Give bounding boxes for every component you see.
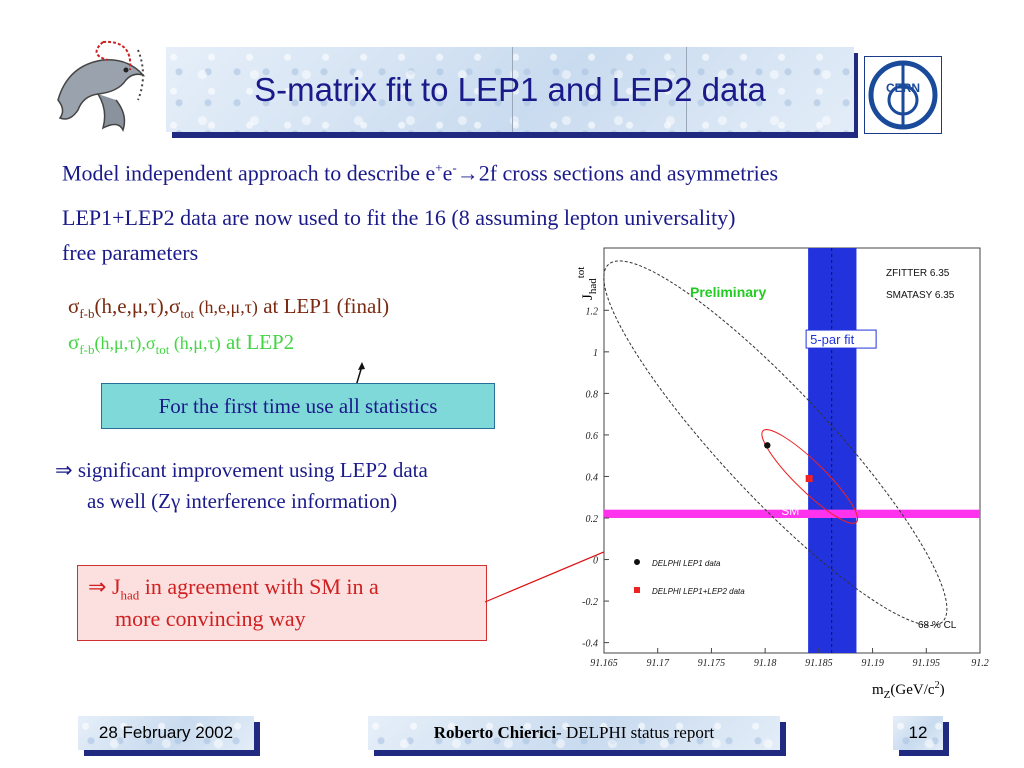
contour-lep1 xyxy=(603,260,948,627)
x-tick-label: 91.185 xyxy=(805,658,833,669)
band-5par-label: 5-par fit xyxy=(810,332,854,347)
lep2-line: σf-b(h,μ,τ),σtot (h,μ,τ) at LEP2 xyxy=(68,330,295,358)
y-axis-label: Jhadtot xyxy=(575,267,599,300)
contour-lep1-lep2 xyxy=(761,429,859,524)
legend-label-lep2: DELPHI LEP1+LEP2 data xyxy=(652,587,745,596)
title-bar: S-matrix fit to LEP1 and LEP2 data xyxy=(166,47,854,132)
y-tick-label: 1.2 xyxy=(586,306,599,317)
band-5par-label-bg xyxy=(805,329,877,349)
band-sm-label: SM xyxy=(781,504,799,518)
pointer-arrow xyxy=(355,362,365,387)
intro-line-2: LEP1+LEP2 data are now used to fit the 1… xyxy=(62,205,736,230)
y-tick-label: 0.4 xyxy=(586,472,599,483)
x-tick-label: 91.2 xyxy=(971,658,989,669)
legend-marker-lep1 xyxy=(634,559,640,565)
sm-agreement-box: ⇒ Jhad in agreement with SM in a more co… xyxy=(77,565,487,641)
point-lep1 xyxy=(764,442,771,449)
x-tick-label: 91.175 xyxy=(698,658,726,669)
x-tick-label: 91.17 xyxy=(646,658,670,669)
annotation-cl: 68 % CL xyxy=(918,620,957,631)
intro-line-3: free parameters xyxy=(62,240,199,265)
cern-logo-text: CERN xyxy=(886,81,920,95)
cern-logo-frame: CERN xyxy=(858,50,948,140)
y-tick-label: 0.2 xyxy=(586,514,599,525)
x-tick-label: 91.165 xyxy=(590,658,618,669)
legend-label-lep1: DELPHI LEP1 data xyxy=(652,559,721,568)
x-tick-label: 91.18 xyxy=(754,658,777,669)
y-tick-label: 0.8 xyxy=(586,389,599,400)
y-tick-label: 1 xyxy=(593,348,598,359)
plot-frame xyxy=(603,247,981,654)
cern-logo: CERN xyxy=(864,56,942,134)
band-5par-fit xyxy=(808,248,857,653)
statistics-note-box: For the first time use all statistics xyxy=(101,383,495,429)
x-tick-label: 91.19 xyxy=(861,658,884,669)
x-axis-label: mZ(GeV/c2) xyxy=(872,680,945,701)
point-lep1-lep2 xyxy=(805,475,813,483)
page-number: 12 xyxy=(893,716,943,750)
jhad-mz-chart: 5-par fit SM -0.4 -0.2 0 0.2 0.4 0.6 0.8 1 1.2 91.1… xyxy=(575,247,989,701)
annotation-smatasy: SMATASY 6.35 xyxy=(886,290,955,301)
y-tick-label: 0 xyxy=(593,556,598,567)
y-tick-label: -0.4 xyxy=(582,639,598,650)
band-sm xyxy=(604,509,980,518)
x-tick-label: 91.195 xyxy=(913,658,941,669)
lep1-line: σf-b(h,e,μ,τ),σtot (h,e,μ,τ) at LEP1 (fi… xyxy=(68,294,390,322)
annotation-zfitter: ZFITTER 6.35 xyxy=(886,268,950,279)
y-tick-label: 0.6 xyxy=(586,431,599,442)
footer-date: 28 February 2002 xyxy=(78,716,254,750)
intro-line-1: Model independent approach to describe e… xyxy=(62,160,779,186)
annotation-preliminary: Preliminary xyxy=(690,284,766,300)
y-tick-label: -0.2 xyxy=(582,597,598,608)
page-title: S-matrix fit to LEP1 and LEP2 data xyxy=(254,70,766,108)
delphi-logo xyxy=(57,40,146,132)
improvement-note: ⇒ significant improvement using LEP2 dat… xyxy=(55,458,428,513)
legend-marker-lep2 xyxy=(634,587,640,593)
footer-title: Roberto Chierici - DELPHI status report xyxy=(368,716,780,750)
